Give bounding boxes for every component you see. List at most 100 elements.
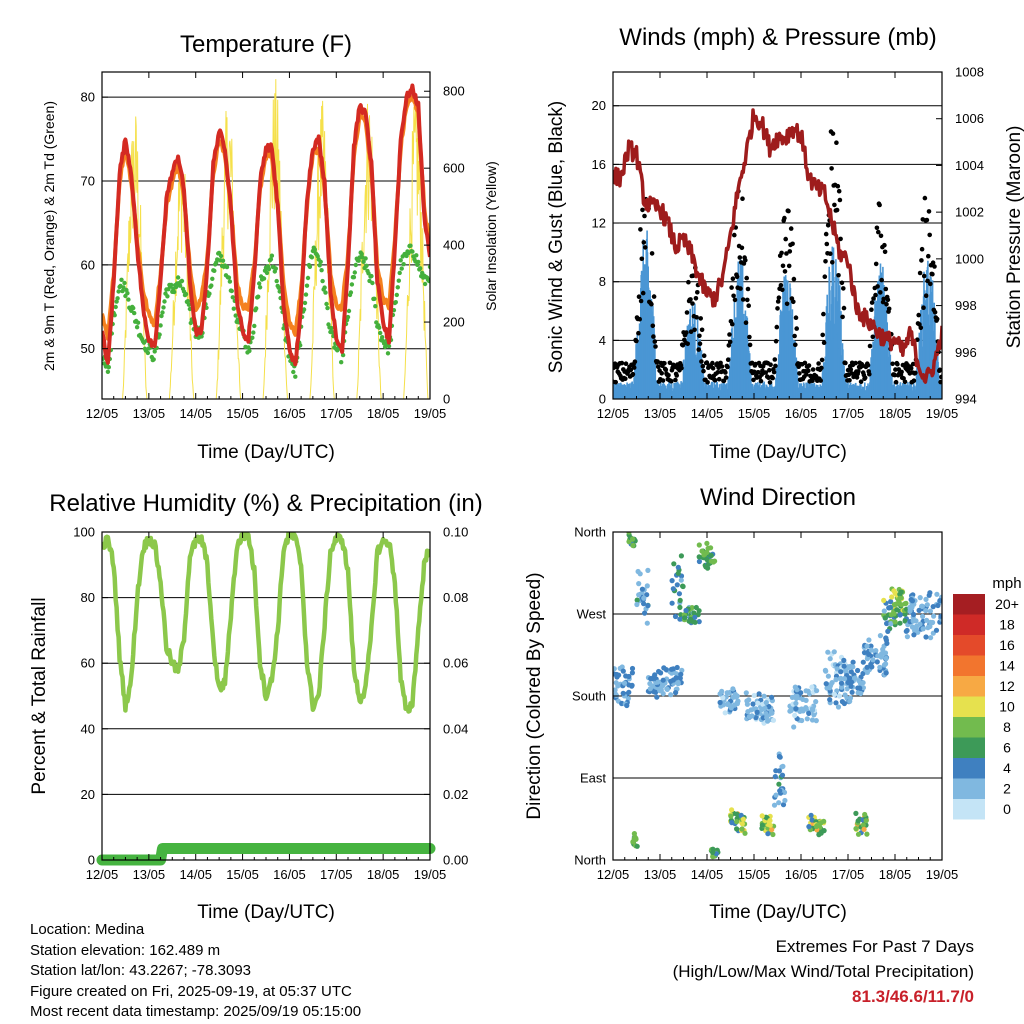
direction-point xyxy=(855,690,861,696)
gust-point xyxy=(746,303,751,309)
dewpoint-point xyxy=(132,310,137,316)
direction-point xyxy=(928,619,934,626)
gust-point xyxy=(919,258,924,263)
speed-legend: 20+ 18 16 14 12 10 8 6 4 2 0 xyxy=(953,594,1019,820)
dewpoint-point xyxy=(131,305,136,311)
direction-point xyxy=(908,597,914,603)
dewpoint-point xyxy=(125,291,130,296)
gust-point xyxy=(653,344,658,349)
direction-point xyxy=(634,601,640,608)
direction-point xyxy=(909,624,916,630)
direction-point xyxy=(780,802,787,808)
gust-point xyxy=(688,329,694,335)
legend-label: 18 xyxy=(999,617,1015,633)
direction-point xyxy=(769,694,775,700)
gust-point xyxy=(847,378,852,383)
dewpoint-point xyxy=(359,251,364,257)
gust-point xyxy=(651,294,657,299)
direction-point xyxy=(874,659,880,665)
gust-point xyxy=(874,225,880,231)
dewpoint-point xyxy=(230,295,235,300)
direction-point xyxy=(637,571,643,577)
gust-point xyxy=(810,367,816,372)
gust-point xyxy=(919,246,925,252)
direction-point xyxy=(689,605,695,611)
dewpoint-point xyxy=(408,243,413,248)
direction-point xyxy=(841,657,847,664)
dewpoint-point xyxy=(159,313,164,319)
dewpoint-point xyxy=(373,304,378,309)
gust-point xyxy=(695,290,700,295)
gust-point xyxy=(794,326,799,331)
direction-point xyxy=(787,708,793,714)
gust-point xyxy=(747,342,753,348)
gust-point xyxy=(902,379,908,385)
direction-point xyxy=(720,695,726,701)
direction-point xyxy=(846,675,853,681)
gust-point xyxy=(623,361,629,367)
gust-point xyxy=(834,140,839,145)
direction-point xyxy=(630,542,636,549)
direction-point xyxy=(860,670,866,677)
dewpoint-point xyxy=(169,282,174,288)
direction-point xyxy=(911,611,917,618)
x-tick-label: 12/05 xyxy=(597,867,630,882)
gust-point xyxy=(786,208,791,214)
direction-point xyxy=(620,668,626,674)
direction-point xyxy=(626,532,632,535)
gust-point xyxy=(869,307,874,313)
gust-point xyxy=(797,371,802,376)
dewpoint-point xyxy=(366,271,371,276)
wind-direction-ylabel: Direction (Colored By Speed) xyxy=(524,572,545,819)
direction-point xyxy=(704,549,710,556)
gust-point xyxy=(723,375,729,380)
direction-point xyxy=(763,699,769,706)
direction-point xyxy=(892,619,898,625)
dewpoint-point xyxy=(410,249,415,254)
gust-point xyxy=(930,271,935,277)
dewpoint-point xyxy=(414,253,419,258)
gust-point xyxy=(666,373,671,378)
direction-point xyxy=(902,618,908,624)
direction-point xyxy=(688,616,694,623)
direction-point xyxy=(848,669,854,675)
gust-point xyxy=(739,245,745,251)
dewpoint-point xyxy=(119,277,124,282)
gust-point xyxy=(734,274,740,280)
direction-point xyxy=(675,679,681,686)
gust-point xyxy=(793,315,799,321)
direction-point xyxy=(856,678,862,684)
gust-point xyxy=(820,332,825,338)
dewpoint-point xyxy=(418,266,423,271)
direction-point xyxy=(696,558,703,565)
gust-point xyxy=(636,330,641,336)
dewpoint-point xyxy=(325,305,330,311)
dewpoint-point xyxy=(152,349,157,354)
direction-point xyxy=(734,811,740,817)
dewpoint-point xyxy=(122,280,127,286)
direction-point xyxy=(745,709,751,715)
dewpoint-point xyxy=(212,268,217,273)
x-tick-label: 14/05 xyxy=(691,867,724,882)
dewpoint-point xyxy=(318,259,323,264)
gust-point xyxy=(744,275,749,281)
direction-point xyxy=(767,822,773,828)
gust-point xyxy=(774,324,780,330)
gust-point xyxy=(719,364,725,369)
direction-point xyxy=(814,688,820,694)
direction-point xyxy=(671,561,677,567)
direction-point xyxy=(740,816,747,822)
direction-point xyxy=(806,710,812,717)
gust-point xyxy=(730,276,736,282)
y-tick-label: 70 xyxy=(81,174,95,189)
gust-point xyxy=(822,274,828,280)
gust-point xyxy=(830,260,835,265)
direction-point xyxy=(829,680,835,686)
dewpoint-point xyxy=(385,351,391,356)
direction-point xyxy=(729,820,735,826)
direction-point xyxy=(838,680,845,686)
direction-point xyxy=(624,702,630,709)
temperature-title: Temperature (F) xyxy=(180,31,352,58)
x-tick-label: 13/05 xyxy=(644,867,677,882)
x-tick-label: 19/05 xyxy=(926,867,959,882)
